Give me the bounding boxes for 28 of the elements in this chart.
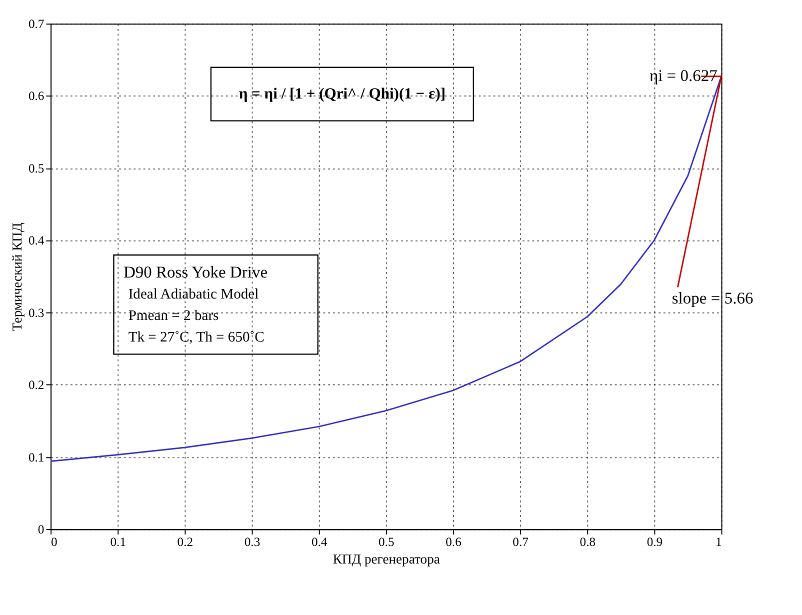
annotation: η = ηi / [1 + (Qri^ / Qhi)(1 − ε)] <box>238 85 446 102</box>
x-tick-label: 0.2 <box>177 535 194 550</box>
x-tick-label: 1 <box>715 535 722 550</box>
x-axis-title: КПД регенератора <box>332 552 440 567</box>
x-tick-label: 0.9 <box>646 535 663 550</box>
x-tick-label: 0.8 <box>580 535 596 550</box>
annotation: D90 Ross Yoke Drive <box>123 262 268 282</box>
y-tick-label: 0.3 <box>28 306 44 320</box>
x-tick-label: 0.7 <box>512 535 528 550</box>
y-tick-label: 0.2 <box>28 378 44 392</box>
x-tick-label: 0.4 <box>311 535 328 550</box>
y-tick-label: 0.6 <box>28 89 44 104</box>
x-tick-label: 0.1 <box>110 535 126 550</box>
annotation: Pmean = 2 bars <box>128 308 220 324</box>
x-tick-label: 0.6 <box>446 535 462 550</box>
y-tick-label: 0.7 <box>28 17 44 31</box>
annotation: ηi = 0.627 <box>649 66 718 86</box>
x-tick-label: 0.5 <box>378 535 394 550</box>
annotation: Ideal Adiabatic Model <box>128 286 259 303</box>
y-axis-title: Термический КПД <box>10 222 25 331</box>
y-tick-label: 0.4 <box>28 234 45 248</box>
annotation: Tk = 27˚C, Th = 650˚C <box>128 330 264 346</box>
y-tick-label: 0.5 <box>28 161 44 176</box>
y-tick-label: 0.1 <box>28 450 44 464</box>
y-tick-label: 0 <box>38 522 44 536</box>
x-tick-label: 0 <box>51 535 58 550</box>
annotation: slope = 5.66 <box>672 288 754 308</box>
x-tick-label: 0.3 <box>244 535 260 550</box>
